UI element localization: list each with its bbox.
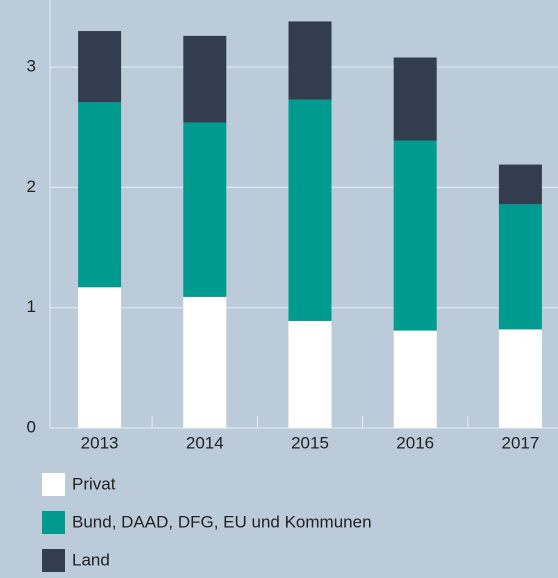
bar-segment xyxy=(498,164,542,205)
bar-segment xyxy=(498,329,542,428)
bar-segment xyxy=(78,31,122,103)
bar-segment xyxy=(393,57,437,141)
y-tick-label: 3 xyxy=(27,57,36,76)
bar-segment xyxy=(288,320,332,428)
bar-segment xyxy=(288,99,332,321)
y-tick-label: 1 xyxy=(27,297,36,316)
y-tick-label: 0 xyxy=(27,417,36,436)
bar-segment xyxy=(393,140,437,331)
bar-segment xyxy=(498,204,542,330)
legend-label: Privat xyxy=(72,474,116,493)
bar-segment xyxy=(393,330,437,428)
bar-segment xyxy=(183,35,227,123)
x-tick-label: 2016 xyxy=(396,433,434,452)
legend-label: Land xyxy=(72,550,110,569)
bar-segment xyxy=(78,287,122,428)
x-tick-label: 2013 xyxy=(81,433,119,452)
legend-swatch xyxy=(42,549,65,572)
bar-segment xyxy=(78,102,122,288)
x-tick-label: 2014 xyxy=(186,433,224,452)
y-tick-label: 2 xyxy=(27,177,36,196)
legend-swatch xyxy=(42,473,65,496)
legend-swatch xyxy=(42,511,65,534)
bar-segment xyxy=(183,122,227,297)
x-tick-label: 2015 xyxy=(291,433,329,452)
bar-segment xyxy=(288,21,332,100)
bar-segment xyxy=(183,296,227,428)
x-tick-label: 2017 xyxy=(501,433,539,452)
legend-label: Bund, DAAD, DFG, EU und Kommunen xyxy=(72,512,372,531)
